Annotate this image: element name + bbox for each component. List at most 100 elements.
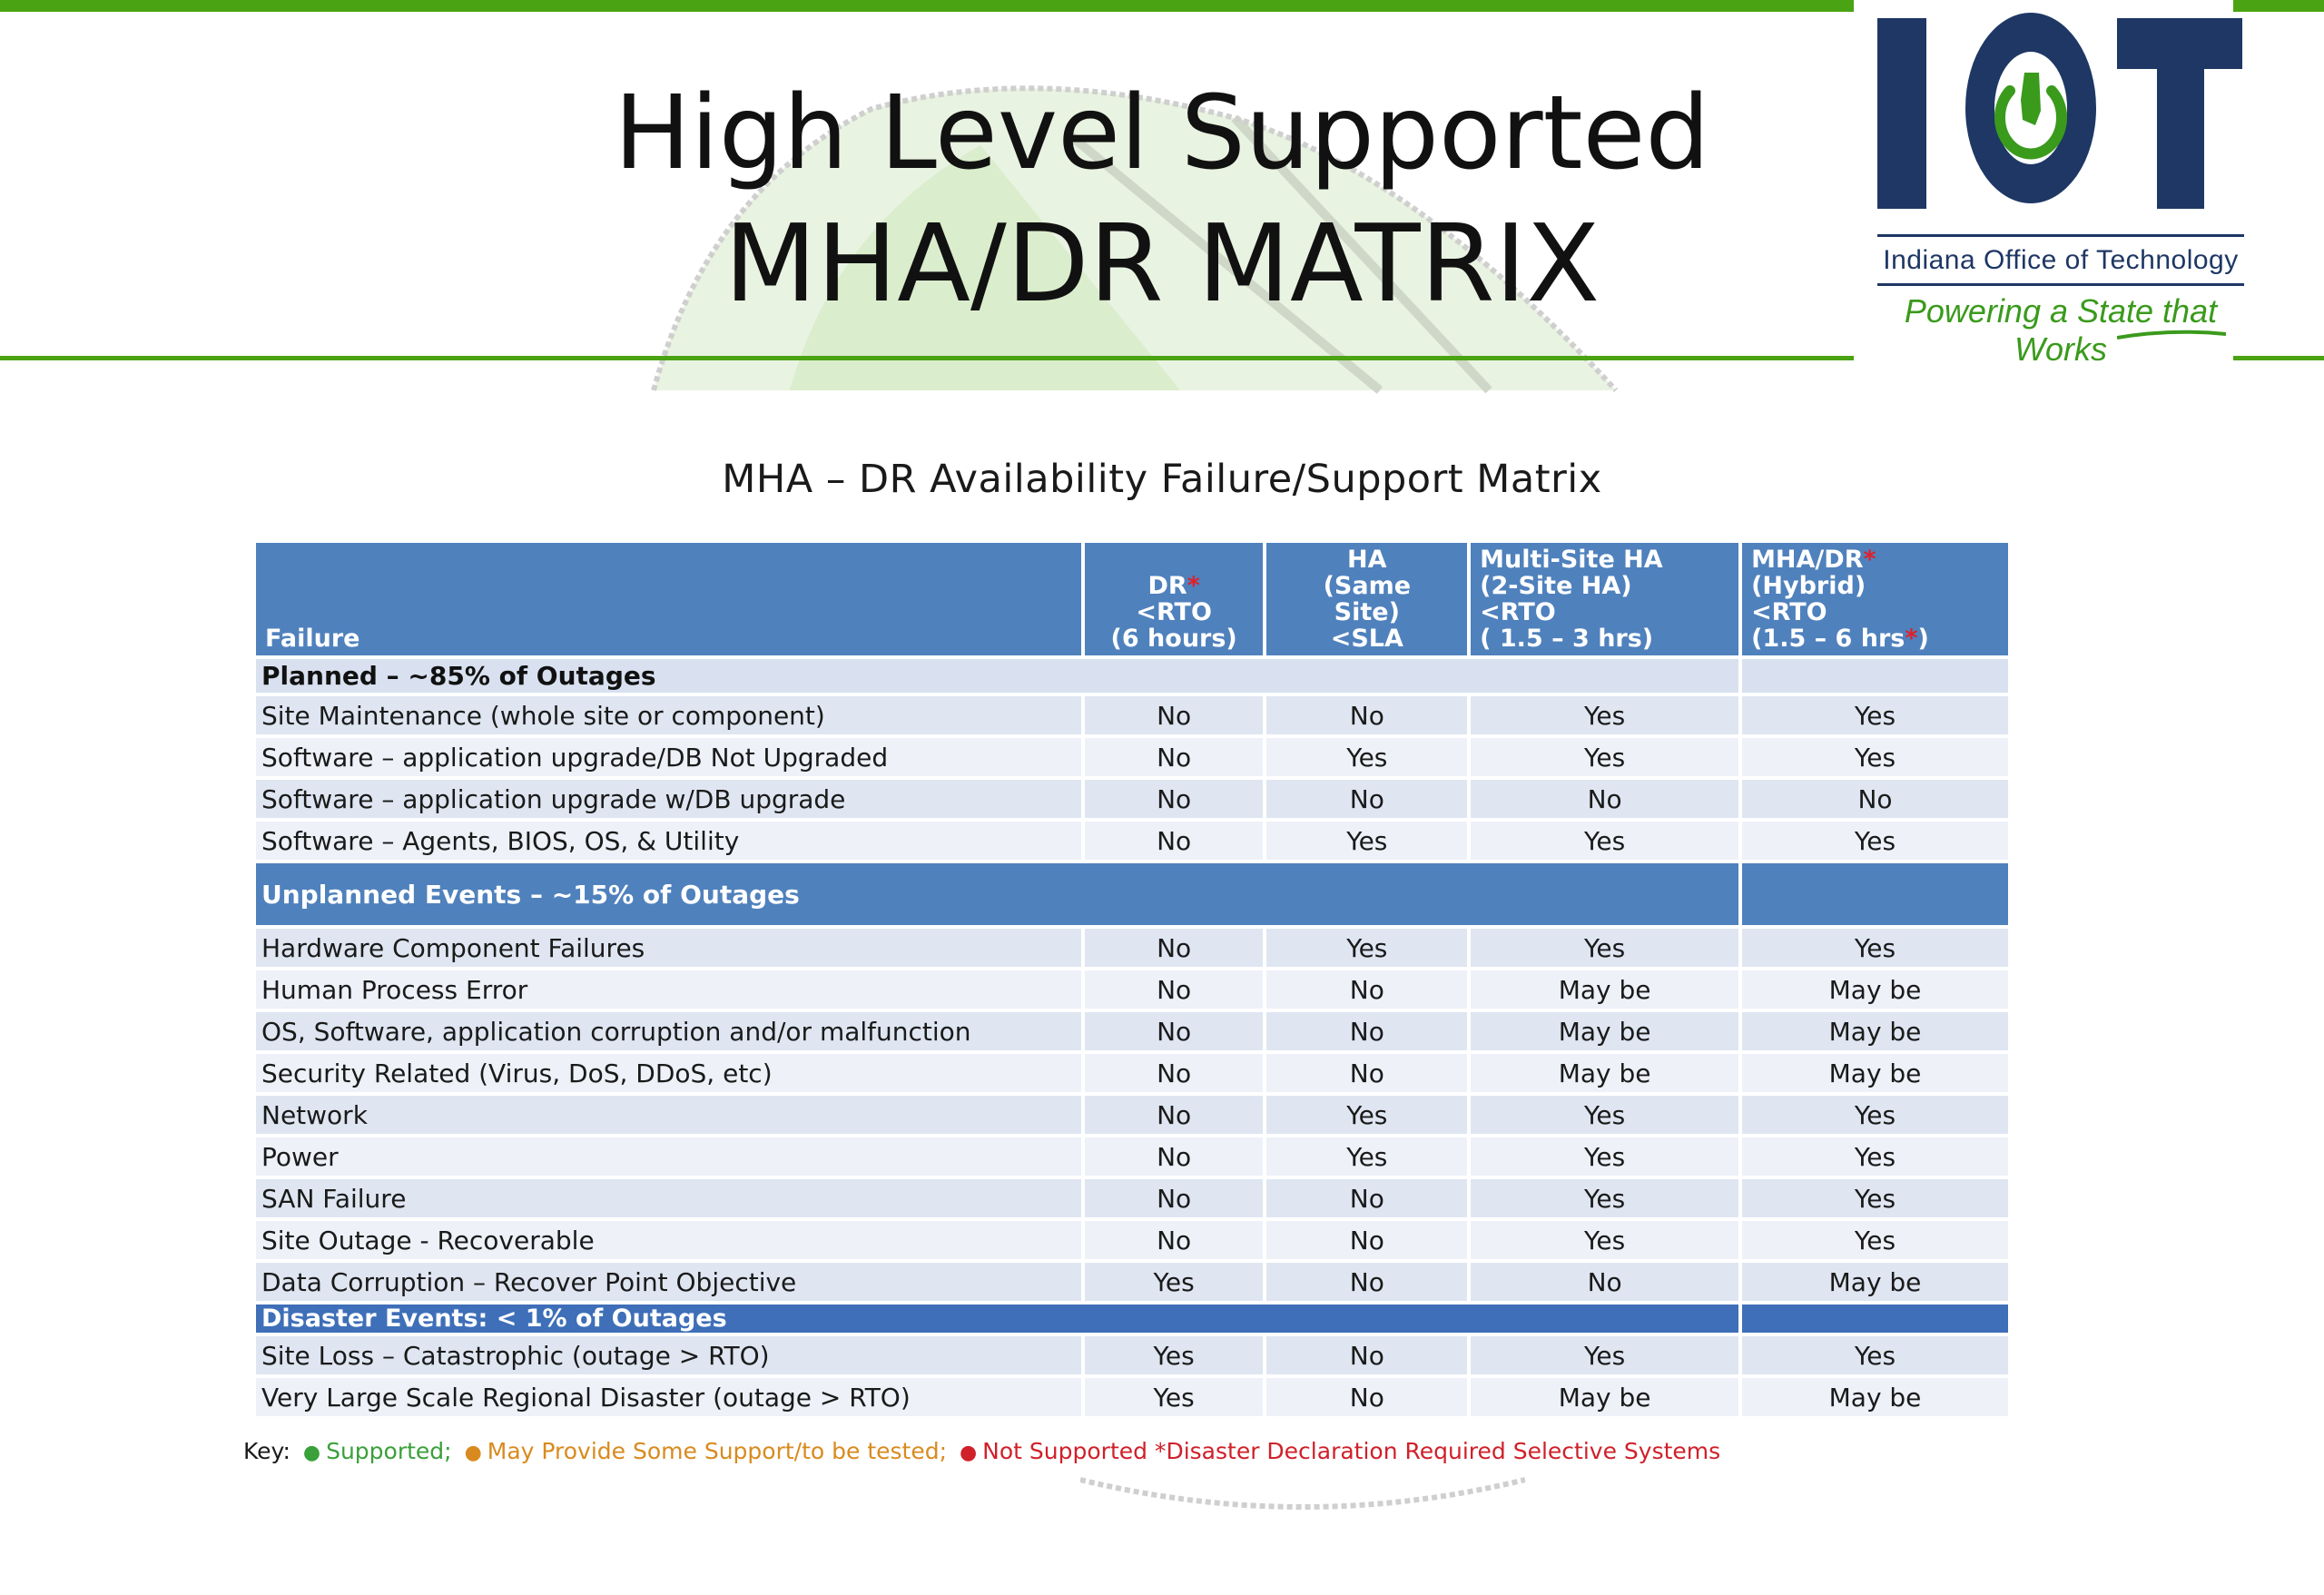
header-divider xyxy=(0,356,2324,360)
failure-label: Network xyxy=(256,1096,1081,1134)
failure-label: SAN Failure xyxy=(256,1179,1081,1217)
support-value-cell: Yes xyxy=(1742,822,2008,860)
support-value-cell: May be xyxy=(1742,1054,2008,1092)
support-value-cell: No xyxy=(1266,1221,1468,1259)
support-value-cell: Yes xyxy=(1266,1137,1468,1176)
table-row: Hardware Component Failures No Yes Yes Yes xyxy=(256,929,2008,967)
header-mha-line-2: (Hybrid) xyxy=(1751,572,1866,600)
failure-label: Hardware Component Failures xyxy=(256,929,1081,967)
support-value-cell: Yes xyxy=(1266,1096,1468,1134)
header-mha-dr: MHA/DR* (Hybrid) <RTO (1.5 – 6 hrs*) xyxy=(1742,543,2008,655)
logo-swoosh xyxy=(2117,330,2226,340)
support-value-cell: No xyxy=(1084,1054,1264,1092)
support-value-cell: No xyxy=(1084,822,1264,860)
table-row: Site Loss – Catastrophic (outage > RTO) Y… xyxy=(256,1336,2008,1374)
support-value-cell: No xyxy=(1084,1221,1264,1259)
table-row: Site Maintenance (whole site or componen… xyxy=(256,696,2008,734)
failure-label: OS, Software, application corruption and… xyxy=(256,1012,1081,1050)
logo-org-name: Indiana Office of Technology xyxy=(1883,245,2239,275)
support-value-cell: Yes xyxy=(1471,1221,1739,1259)
support-value-cell: Yes xyxy=(1742,696,2008,734)
header-dr-line-1: DR* xyxy=(1147,572,1200,600)
support-value-cell: May be xyxy=(1742,1263,2008,1301)
section-label-spacer xyxy=(1742,1305,2008,1333)
header-ha-line-4: <SLA xyxy=(1330,625,1403,653)
support-value-cell: No xyxy=(1084,1179,1264,1217)
table-row: Software – Agents, BIOS, OS, & Utility No… xyxy=(256,822,2008,860)
logo-tagline: Powering a State that Works xyxy=(1904,292,2218,368)
support-value-cell: No xyxy=(1266,970,1468,1009)
logo-letter-i xyxy=(1877,18,1926,209)
support-value-cell: No xyxy=(1266,1378,1468,1416)
legend-key: Key: ● Supported; ● May Provide Some Suppo… xyxy=(243,1438,2059,1464)
support-value-cell: Yes xyxy=(1742,1179,2008,1217)
header-mha-line-4: (1.5 – 6 hrs*) xyxy=(1751,625,1929,653)
failure-label: Site Maintenance (whole site or componen… xyxy=(256,696,1081,734)
support-value-cell: May be xyxy=(1471,970,1739,1009)
header-mha-line-3: <RTO xyxy=(1751,598,1827,626)
support-value-cell: May be xyxy=(1742,970,2008,1009)
failure-label: Data Corruption – Recover Point Objectiv… xyxy=(256,1263,1081,1301)
failure-label: Site Outage - Recoverable xyxy=(256,1221,1081,1259)
table-row: Very Large Scale Regional Disaster (outa… xyxy=(256,1378,2008,1416)
support-value-cell: No xyxy=(1084,1012,1264,1050)
support-value-cell: No xyxy=(1266,696,1468,734)
support-value-cell: No xyxy=(1266,1336,1468,1374)
table-row: Network No Yes Yes Yes xyxy=(256,1096,2008,1134)
support-value-cell: Yes xyxy=(1742,1096,2008,1134)
key-maybe: May Provide Some Support/to be tested; xyxy=(487,1438,948,1464)
support-value-cell: Yes xyxy=(1266,738,1468,776)
section-header-row: Disaster Events: < 1% of Outages xyxy=(256,1305,2008,1333)
table-row: Site Outage - Recoverable No No Yes Yes xyxy=(256,1221,2008,1259)
support-value-cell: Yes xyxy=(1471,822,1739,860)
table-row: Human Process Error No No May be May be xyxy=(256,970,2008,1009)
support-value-cell: No xyxy=(1266,1012,1468,1050)
support-value-cell: Yes xyxy=(1742,738,2008,776)
section-label: Planned – ~85% of Outages xyxy=(256,659,1739,693)
key-not-supported: Not Supported xyxy=(982,1438,1147,1464)
support-value-cell: No xyxy=(1266,780,1468,818)
header-mha-line-1: MHA/DR* xyxy=(1751,546,1876,574)
section-label-spacer xyxy=(1742,863,2008,925)
support-value-cell: May be xyxy=(1471,1378,1739,1416)
support-value-cell: No xyxy=(1084,696,1264,734)
header-ha-line-1: HA xyxy=(1347,546,1387,574)
support-value-cell: Yes xyxy=(1084,1336,1264,1374)
header-ha-line-3: Site) xyxy=(1334,598,1400,626)
support-value-cell: No xyxy=(1266,1263,1468,1301)
support-value-cell: Yes xyxy=(1471,1336,1739,1374)
support-value-cell: Yes xyxy=(1084,1263,1264,1301)
section-header-row: Unplanned Events – ~15% of Outages xyxy=(256,863,2008,925)
key-note: *Disaster Declaration Required Selective… xyxy=(1154,1438,1721,1464)
section-label-spacer xyxy=(1742,659,2008,693)
failure-label: Software – Agents, BIOS, OS, & Utility xyxy=(256,822,1081,860)
table-row: OS, Software, application corruption and… xyxy=(256,1012,2008,1050)
support-value-cell: May be xyxy=(1471,1012,1739,1050)
slide-title-line-1: High Level Supported xyxy=(614,74,1710,192)
header-ms-line-1: Multi-Site HA xyxy=(1480,546,1663,574)
table-body: Planned – ~85% of Outages Site Maintenanc… xyxy=(256,659,2008,1416)
header-ms-line-2: (2-Site HA) xyxy=(1480,572,1632,600)
support-value-cell: Yes xyxy=(1471,738,1739,776)
key-prefix: Key: xyxy=(243,1438,290,1464)
failure-label: Human Process Error xyxy=(256,970,1081,1009)
support-value-cell: May be xyxy=(1471,1054,1739,1092)
failure-label: Software – application upgrade/DB Not Up… xyxy=(256,738,1081,776)
support-value-cell: Yes xyxy=(1266,822,1468,860)
support-value-cell: Yes xyxy=(1471,1096,1739,1134)
table-row: Data Corruption – Recover Point Objectiv… xyxy=(256,1263,2008,1301)
section-label: Disaster Events: < 1% of Outages xyxy=(256,1305,1739,1333)
support-value-cell: Yes xyxy=(1471,696,1739,734)
table-row: Software – application upgrade w/DB upgr… xyxy=(256,780,2008,818)
background-watermark xyxy=(651,85,1619,394)
failure-label: Power xyxy=(256,1137,1081,1176)
support-value-cell: Yes xyxy=(1742,1137,2008,1176)
support-value-cell: No xyxy=(1084,738,1264,776)
table-header-row: Failure DR* <RTO (6 hours) HA (Same Site… xyxy=(256,543,2008,655)
support-value-cell: May be xyxy=(1742,1012,2008,1050)
failure-label: Very Large Scale Regional Disaster (outa… xyxy=(256,1378,1081,1416)
red-dot-icon: ● xyxy=(959,1442,978,1464)
support-value-cell: Yes xyxy=(1471,929,1739,967)
header-dr: DR* <RTO (6 hours) xyxy=(1084,543,1264,655)
slide-title-line-2: MHA/DR MATRIX xyxy=(724,201,1600,326)
